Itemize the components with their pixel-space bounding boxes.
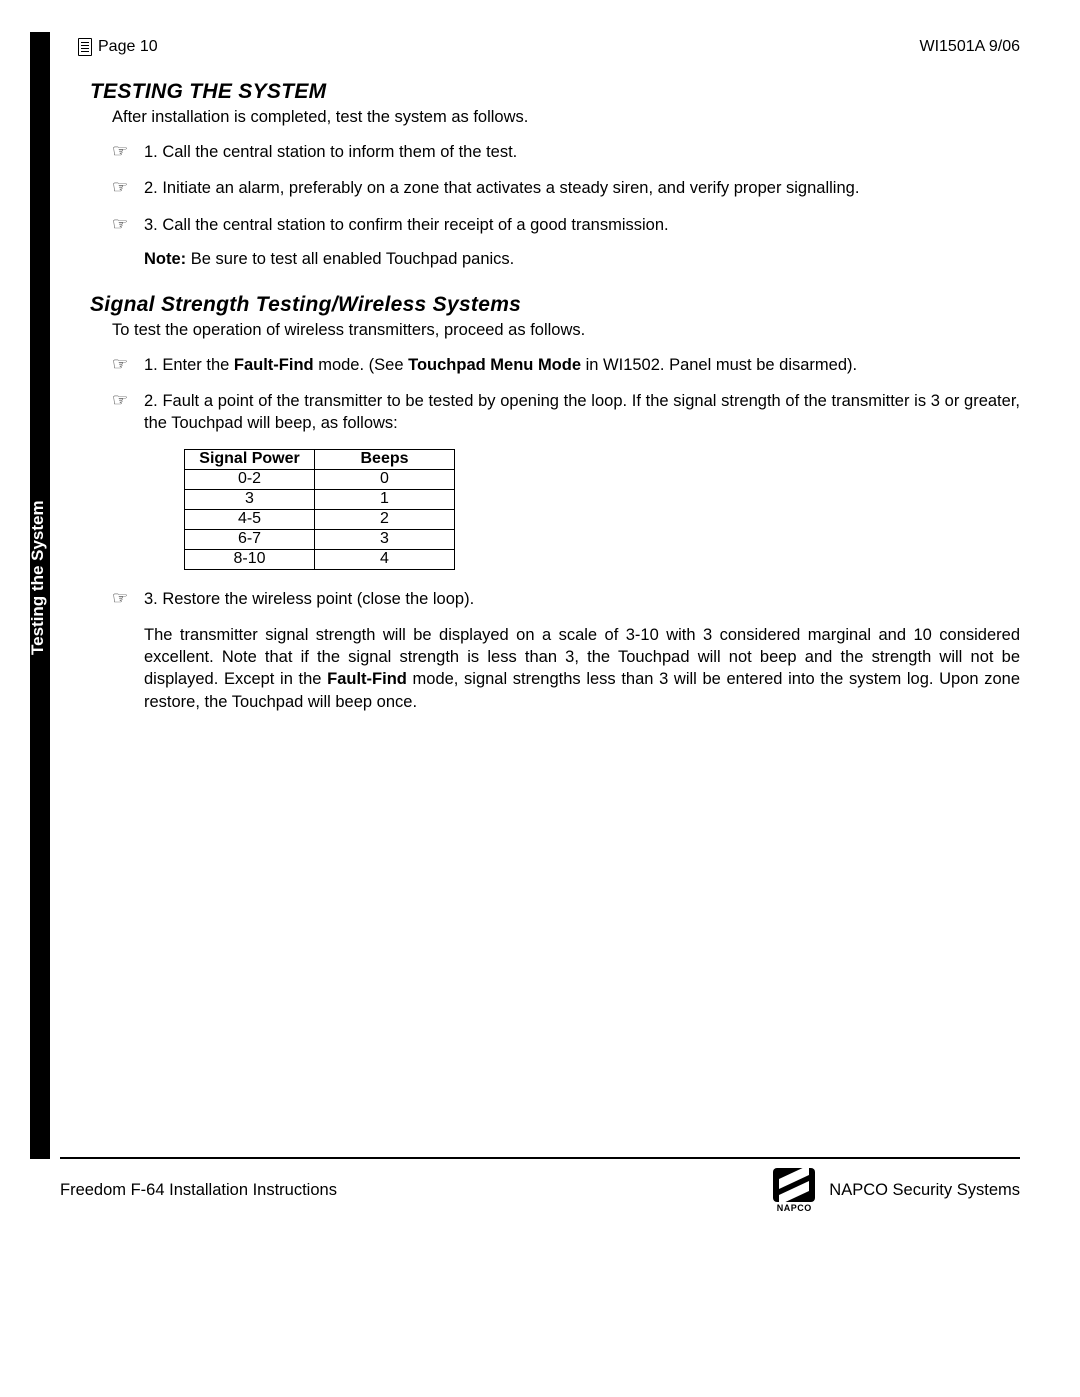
section1-step-2: ☞ 2. Initiate an alarm, preferably on a … (112, 177, 1020, 199)
note-label: Note: (144, 250, 186, 268)
page-footer: Freedom F-64 Installation Instructions N… (60, 1168, 1020, 1213)
step-text: 2. Initiate an alarm, preferably on a zo… (144, 177, 1020, 199)
note-text: Be sure to test all enabled Touchpad pan… (186, 250, 514, 268)
footer-rule (60, 1157, 1020, 1159)
step-text: 3. Restore the wireless point (close the… (144, 588, 1020, 610)
napco-logo-mark (773, 1168, 815, 1202)
section1-title: TESTING THE SYSTEM (90, 80, 1020, 104)
table-cell: 3 (315, 529, 455, 549)
step-text: 2. Fault a point of the transmitter to b… (144, 390, 1020, 435)
table-cell: 4 (315, 549, 455, 569)
pointer-icon: ☞ (112, 141, 144, 160)
section1-note: Note: Be sure to test all enabled Touchp… (144, 250, 1020, 269)
table-row: 31 (185, 489, 455, 509)
step-text: 3. Call the central station to confirm t… (144, 214, 1020, 236)
text-fragment: in WI1502. Panel must be disarmed). (581, 356, 857, 374)
section2-title: Signal Strength Testing/Wireless Systems (90, 293, 1020, 317)
bold-fragment: Fault-Find (234, 356, 314, 374)
section2-paragraph: The transmitter signal strength will be … (144, 624, 1020, 713)
page-number: Page 10 (98, 38, 158, 56)
pointer-icon: ☞ (112, 390, 144, 409)
page-header: Page 10 WI1501A 9/06 (78, 38, 1020, 56)
table-cell: 8-10 (185, 549, 315, 569)
table-header-signal: Signal Power (185, 449, 315, 469)
section2-intro: To test the operation of wireless transm… (112, 321, 1020, 340)
napco-logo: NAPCO (773, 1168, 815, 1213)
side-tab-label: Testing the System (28, 500, 48, 655)
doc-code: WI1501A 9/06 (919, 38, 1020, 56)
napco-logo-text: NAPCO (777, 1204, 812, 1213)
table-header-beeps: Beeps (315, 449, 455, 469)
table-cell: 0-2 (185, 469, 315, 489)
table-row: 0-20 (185, 469, 455, 489)
table-row: 8-104 (185, 549, 455, 569)
section2-step-1: ☞ 1. Enter the Fault-Find mode. (See Tou… (112, 354, 1020, 376)
table-cell: 2 (315, 509, 455, 529)
pointer-icon: ☞ (112, 588, 144, 607)
table-cell: 3 (185, 489, 315, 509)
section1-step-1: ☞ 1. Call the central station to inform … (112, 141, 1020, 163)
section1-step-3: ☞ 3. Call the central station to confirm… (112, 214, 1020, 236)
table-row: 6-73 (185, 529, 455, 549)
footer-left: Freedom F-64 Installation Instructions (60, 1181, 337, 1200)
section1-intro: After installation is completed, test th… (112, 108, 1020, 127)
pointer-icon: ☞ (112, 177, 144, 196)
signal-power-table: Signal Power Beeps 0-20 31 4-52 6-73 8-1… (184, 449, 455, 570)
table-cell: 1 (315, 489, 455, 509)
page-icon (78, 38, 92, 56)
text-fragment: mode. (See (314, 356, 408, 374)
bold-fragment: Touchpad Menu Mode (408, 356, 581, 374)
section2-step-2: ☞ 2. Fault a point of the transmitter to… (112, 390, 1020, 435)
footer-right-text: NAPCO Security Systems (829, 1181, 1020, 1200)
step-text: 1. Call the central station to inform th… (144, 141, 1020, 163)
table-row: 4-52 (185, 509, 455, 529)
step-text: 1. Enter the Fault-Find mode. (See Touch… (144, 354, 1020, 376)
bold-fragment: Fault-Find (327, 670, 407, 688)
table-cell: 0 (315, 469, 455, 489)
pointer-icon: ☞ (112, 354, 144, 373)
page-content: TESTING THE SYSTEM After installation is… (90, 80, 1020, 727)
pointer-icon: ☞ (112, 214, 144, 233)
section2-step-3: ☞ 3. Restore the wireless point (close t… (112, 588, 1020, 610)
table-cell: 6-7 (185, 529, 315, 549)
table-cell: 4-5 (185, 509, 315, 529)
text-fragment: 1. Enter the (144, 356, 234, 374)
